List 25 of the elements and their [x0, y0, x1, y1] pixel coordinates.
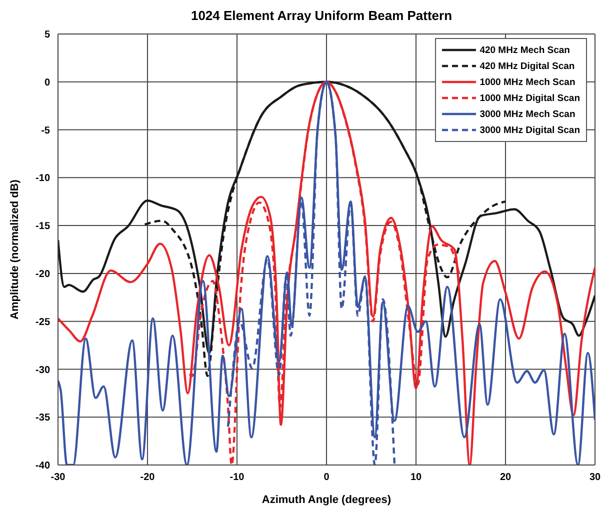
- y-tick-label: -25: [36, 316, 50, 328]
- y-tick-label: -30: [36, 364, 50, 376]
- legend-label: 1000 MHz Mech Scan: [480, 76, 576, 88]
- legend-label: 420 MHz Mech Scan: [480, 44, 570, 56]
- chart-title: 1024 Element Array Uniform Beam Pattern: [190, 8, 454, 25]
- legend-label: 1000 MHz Digital Scan: [480, 92, 580, 104]
- legend-label: 3000 MHz Digital Scan: [480, 124, 580, 136]
- y-tick-label: -5: [41, 125, 50, 136]
- x-tick-label: -20: [140, 472, 156, 484]
- y-tick-label: -20: [36, 268, 50, 280]
- y-tick-label: 0: [44, 77, 50, 88]
- x-tick-label: 30: [589, 472, 601, 484]
- y-tick-label: -40: [36, 460, 50, 472]
- y-tick-label: -35: [36, 412, 50, 424]
- x-tick-label: 10: [410, 472, 422, 484]
- x-tick-label: 0: [324, 472, 330, 484]
- x-axis-title: Azimuth Angle (degrees): [262, 494, 392, 506]
- y-tick-label: -15: [36, 221, 50, 232]
- x-tick-label: -10: [230, 472, 245, 484]
- y-tick-label: 5: [44, 30, 50, 41]
- legend-label: 3000 MHz Mech Scan: [480, 108, 576, 120]
- y-tick-label: -10: [36, 173, 50, 184]
- x-tick-label: 20: [500, 472, 512, 484]
- y-axis-title: Amplitude (normalized dB): [8, 179, 21, 320]
- legend-label: 420 MHz Digital Scan: [480, 60, 575, 72]
